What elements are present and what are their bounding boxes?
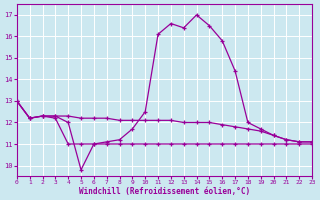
X-axis label: Windchill (Refroidissement éolien,°C): Windchill (Refroidissement éolien,°C) bbox=[79, 187, 250, 196]
